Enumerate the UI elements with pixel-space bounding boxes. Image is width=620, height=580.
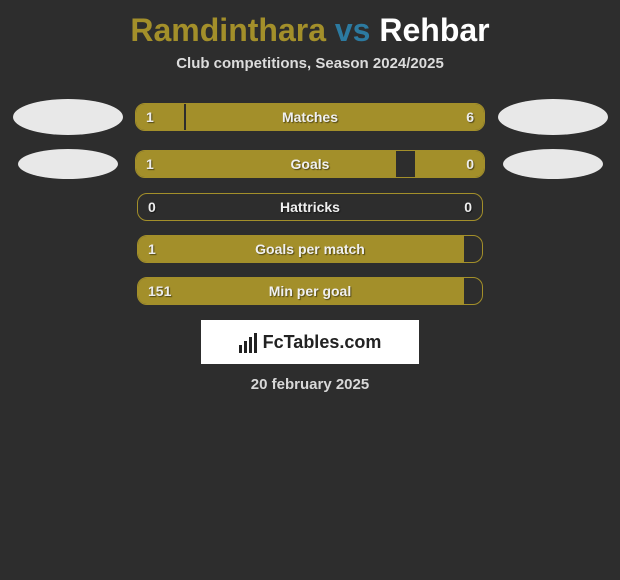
player1-logo [0,99,135,135]
player2-name: Rehbar [379,12,489,48]
stat-row: 1 Goals 0 [0,142,620,186]
stat-label: Min per goal [269,283,351,299]
vs-text: vs [335,12,371,48]
logo-placeholder-icon [18,149,118,179]
stat-bar: 0 Hattricks 0 [137,193,483,221]
stat-bar: 1 Matches 6 [135,103,485,131]
stat-row: 0 Hattricks 0 [0,186,620,228]
stats-container: 1 Matches 6 1 Goals 0 0 Hattricks 0 [0,92,620,312]
stat-left-value: 1 [146,109,154,125]
logo-placeholder-icon [498,99,608,135]
stat-bar-right [481,236,482,262]
player2-logo [485,99,620,135]
comparison-title: Ramdinthara vs Rehbar [0,0,620,55]
brand-logo: FcTables.com [201,320,419,364]
player1-logo [0,149,135,179]
stat-bar-left [138,194,139,220]
stat-row: 1 Goals per match [0,228,620,270]
stat-bar: 151 Min per goal [137,277,483,305]
logo-text: FcTables.com [263,332,382,353]
logo-placeholder-icon [13,99,123,135]
stat-right-value: 6 [466,109,474,125]
stat-left-value: 151 [148,283,171,299]
stat-bar-left [136,151,397,177]
stat-bar: 1 Goals 0 [135,150,485,178]
stat-bar: 1 Goals per match [137,235,483,263]
stat-left-value: 0 [148,199,156,215]
player2-logo [485,149,620,179]
stat-bar-right [481,194,482,220]
stat-right-value: 0 [466,156,474,172]
stat-bar-right [481,278,482,304]
player1-name: Ramdinthara [130,12,326,48]
stat-row: 1 Matches 6 [0,92,620,142]
stat-left-value: 1 [148,241,156,257]
chart-icon [239,331,257,353]
stat-bar-left [136,104,185,130]
stat-label: Matches [282,109,338,125]
stat-label: Goals [291,156,330,172]
date-text: 20 february 2025 [0,376,620,393]
stat-right-value: 0 [464,199,472,215]
stat-label: Goals per match [255,241,365,257]
stat-label: Hattricks [280,199,340,215]
stat-row: 151 Min per goal [0,270,620,312]
subtitle: Club competitions, Season 2024/2025 [0,55,620,72]
stat-left-value: 1 [146,156,154,172]
logo-placeholder-icon [503,149,603,179]
